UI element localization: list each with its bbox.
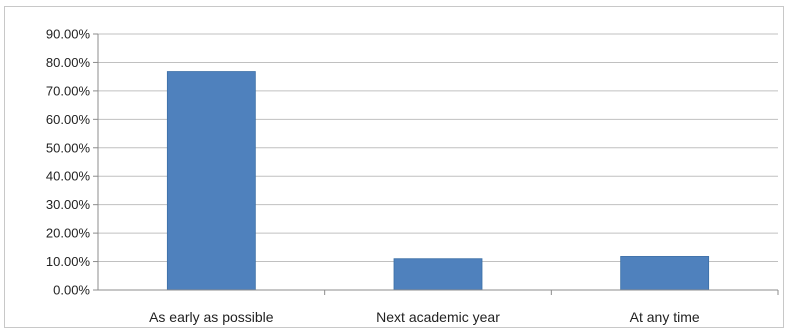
bar-as-early-as-possible <box>166 71 256 291</box>
y-tick-label: 60.00% <box>46 112 91 127</box>
bar-at-any-time <box>620 256 710 291</box>
bar-next-academic-year <box>393 258 483 291</box>
bars <box>166 71 710 291</box>
x-category-label: As early as possible <box>149 309 274 325</box>
axes <box>97 34 778 291</box>
y-tick-label: 0.00% <box>53 283 90 298</box>
y-tick-label: 20.00% <box>46 226 91 241</box>
x-category-label: At any time <box>630 309 700 325</box>
y-tick-label: 30.00% <box>46 197 91 212</box>
x-category-label: Next academic year <box>376 309 500 325</box>
y-tick-label: 90.00% <box>46 27 91 42</box>
y-tick-label: 40.00% <box>46 169 91 184</box>
x-axis-category-labels: As early as possible Next academic year At… <box>149 309 700 325</box>
y-axis-tick-labels: 0.00% 10.00% 20.00% 30.00% 40.00% 50.00% 60.00… <box>46 27 91 298</box>
y-tick-label: 10.00% <box>46 254 91 269</box>
y-tick-label: 50.00% <box>46 140 91 155</box>
y-tick-label: 70.00% <box>46 83 91 98</box>
y-tick-label: 80.00% <box>46 55 91 70</box>
